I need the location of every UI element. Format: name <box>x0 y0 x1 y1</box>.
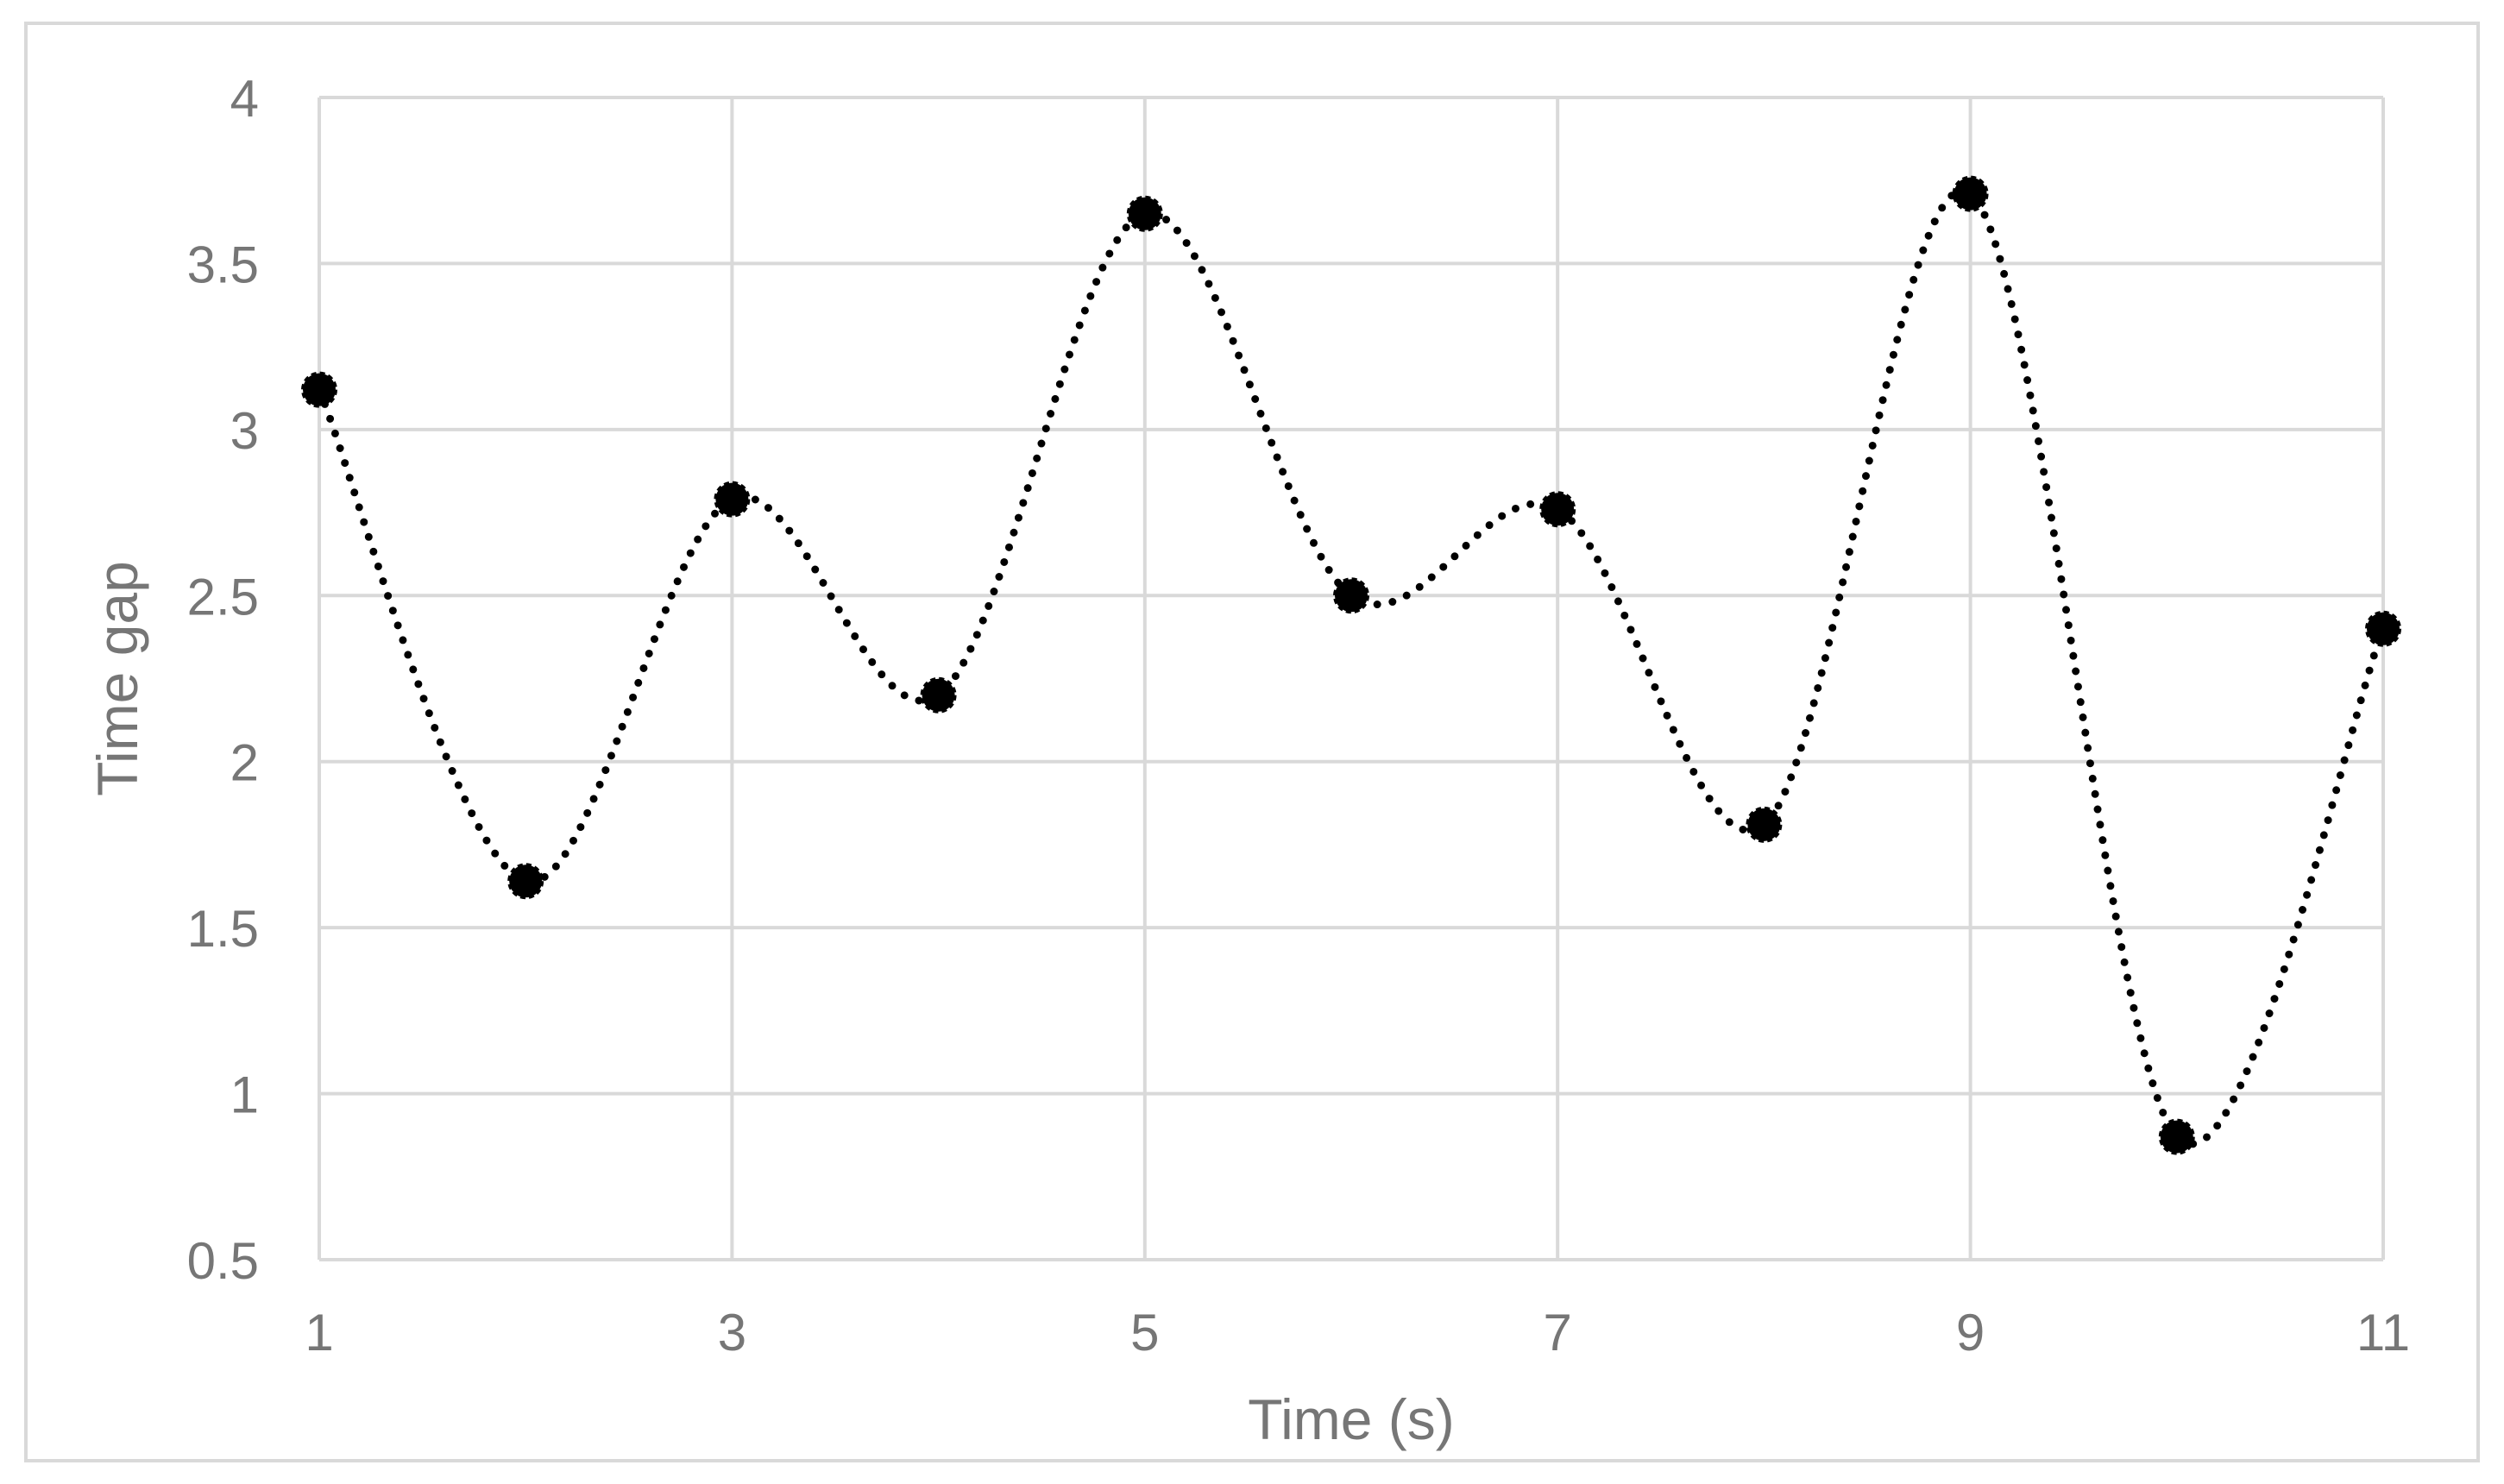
y-tick-label: 3.5 <box>187 236 259 293</box>
data-point <box>1539 491 1576 528</box>
x-tick-label: 7 <box>1544 1304 1572 1361</box>
y-tick-label: 1.5 <box>187 900 259 958</box>
y-tick-label: 2.5 <box>187 568 259 626</box>
data-point <box>1952 175 1989 212</box>
y-tick-label: 2 <box>230 734 259 792</box>
y-tick-label: 3 <box>230 402 259 460</box>
x-tick-label: 5 <box>1130 1304 1159 1361</box>
y-tick-label: 1 <box>230 1066 259 1124</box>
x-tick-label: 11 <box>2356 1304 2410 1361</box>
chart-frame <box>24 22 2480 1462</box>
axes <box>318 97 2383 1261</box>
series-line <box>315 186 2388 1148</box>
data-point <box>714 481 751 518</box>
data-point <box>301 371 337 408</box>
data-point <box>1333 577 1369 614</box>
y-tick-label: 0.5 <box>187 1232 259 1290</box>
x-tick-label: 3 <box>718 1304 746 1361</box>
y-axis-tick-labels: 0.5 1 1.5 2 2.5 3 3.5 4 <box>187 70 259 1290</box>
series-path <box>315 186 2388 1148</box>
x-axis-label: Time (s) <box>1248 1387 1455 1451</box>
data-point <box>1746 806 1783 843</box>
data-point <box>1126 195 1163 232</box>
data-point <box>2365 610 2401 647</box>
x-axis-tick-labels: 1 3 5 7 9 11 <box>305 1304 2410 1361</box>
gridlines <box>319 96 2385 1260</box>
x-tick-label: 1 <box>305 1304 333 1361</box>
data-point <box>507 863 544 900</box>
x-tick-label: 9 <box>1956 1304 1985 1361</box>
data-markers <box>301 175 2401 1155</box>
data-point <box>920 676 957 714</box>
data-point <box>2158 1118 2195 1155</box>
y-tick-label: 4 <box>230 70 259 128</box>
y-axis-label: Time gap <box>85 561 149 796</box>
